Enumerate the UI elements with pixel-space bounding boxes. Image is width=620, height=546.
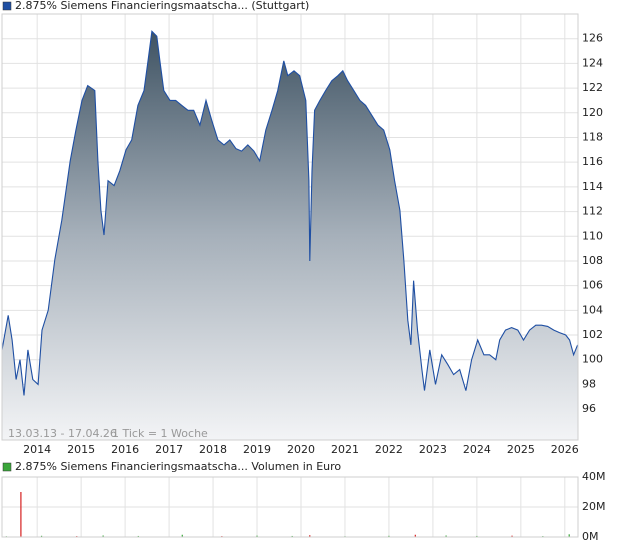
price-line: [1, 30, 579, 396]
y-tick-label: 108: [582, 254, 603, 267]
x-tick-label: 2022: [375, 443, 403, 456]
y-tick-label: 100: [582, 353, 603, 366]
volume-bar: [388, 535, 390, 537]
y-tick-label: 118: [582, 130, 603, 143]
x-tick-label: 2014: [23, 443, 51, 456]
legend-swatch: [2, 1, 12, 11]
y-tick-label: 120: [582, 106, 603, 119]
y-tick-label: 114: [582, 180, 603, 193]
x-tick-label: 2017: [155, 443, 183, 456]
y-tick-label: 104: [582, 303, 603, 316]
x-tick-label: 2019: [243, 443, 271, 456]
volume-bar: [102, 535, 104, 537]
volume-bar: [309, 535, 311, 537]
x-tick-label: 2025: [507, 443, 535, 456]
tick-info: 1 Tick = 1 Woche: [112, 427, 208, 440]
y-tick-label: 20M: [582, 500, 606, 513]
volume-bar: [40, 535, 43, 537]
legend-swatch: [2, 462, 12, 472]
volume-bar: [568, 534, 570, 537]
volume-bar: [256, 535, 258, 537]
x-tick-label: 2026: [551, 443, 579, 456]
y-tick-label: 126: [582, 32, 603, 45]
volume-bar: [181, 534, 183, 537]
y-tick-label: 112: [582, 205, 603, 218]
legend-label: 2.875% Siemens Financieringsmaatscha... …: [15, 0, 309, 12]
y-tick-label: 102: [582, 328, 603, 341]
plot-frame: [1, 13, 579, 441]
y-tick-label: 96: [582, 402, 596, 415]
volume-bar: [291, 535, 293, 537]
volume-bar: [445, 535, 447, 537]
date-range: 13.03.13 - 17.04.26: [8, 427, 117, 440]
y-tick-label: 40M: [582, 470, 606, 483]
x-tick-label: 2024: [463, 443, 491, 456]
y-tick-label: 0M: [582, 530, 599, 543]
y-tick-label: 116: [582, 155, 603, 168]
legend-label: 2.875% Siemens Financieringsmaatscha... …: [15, 460, 341, 473]
x-tick-label: 2023: [419, 443, 447, 456]
y-tick-label: 124: [582, 56, 603, 69]
plot-frame: [1, 476, 579, 538]
y-tick-label: 98: [582, 377, 596, 390]
x-tick-label: 2021: [331, 443, 359, 456]
x-tick-label: 2020: [287, 443, 315, 456]
x-tick-label: 2018: [199, 443, 227, 456]
volume-bar: [476, 535, 478, 537]
volume-bar: [20, 492, 22, 537]
y-tick-label: 106: [582, 279, 603, 292]
volume-bar: [511, 535, 513, 537]
x-tick-label: 2016: [111, 443, 139, 456]
area-fill: [2, 31, 578, 441]
x-tick-label: 2015: [67, 443, 95, 456]
y-tick-label: 110: [582, 229, 603, 242]
volume-bar: [137, 535, 139, 537]
volume-bar: [414, 534, 416, 537]
y-tick-label: 122: [582, 81, 603, 94]
